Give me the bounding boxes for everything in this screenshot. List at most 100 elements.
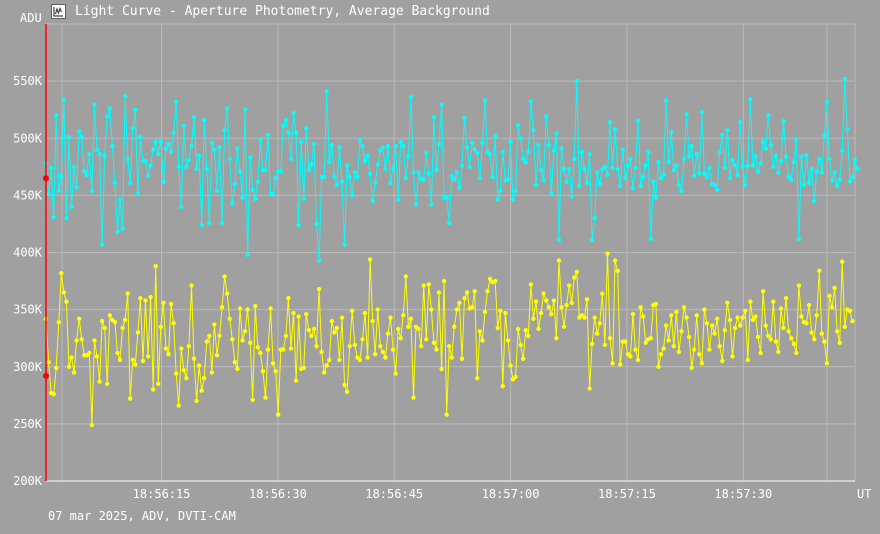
data-point — [475, 150, 480, 156]
data-point — [77, 129, 82, 134]
data-point — [337, 145, 342, 150]
data-point — [291, 110, 296, 116]
data-point — [796, 283, 802, 288]
data-point — [738, 120, 743, 125]
data-point — [250, 397, 255, 403]
data-point — [322, 370, 327, 375]
data-point — [648, 336, 653, 341]
data-point — [628, 354, 633, 359]
data-point — [360, 144, 365, 149]
data-point — [322, 174, 327, 180]
data-point — [459, 163, 465, 168]
data-point — [480, 338, 485, 343]
data-point — [367, 257, 373, 262]
data-point — [393, 144, 398, 149]
data-point — [666, 338, 671, 343]
data-point — [421, 177, 426, 182]
data-point — [143, 158, 148, 164]
data-point — [431, 340, 437, 345]
data-point — [763, 146, 768, 151]
data-point — [383, 355, 388, 360]
data-point — [156, 152, 161, 157]
data-point — [181, 123, 186, 128]
footer-caption: 07 mar 2025, ADV, DVTI-CAM — [48, 509, 236, 523]
data-point — [406, 324, 411, 329]
light-curve-icon[interactable] — [51, 4, 66, 19]
data-point — [46, 192, 51, 197]
data-point — [842, 324, 847, 329]
data-point — [493, 133, 498, 139]
data-point — [533, 182, 539, 188]
data-point — [704, 174, 710, 180]
data-point — [704, 321, 710, 326]
data-point — [255, 345, 260, 350]
data-point — [153, 264, 158, 269]
data-point — [276, 412, 281, 417]
data-point — [115, 350, 120, 356]
data-point — [679, 188, 684, 193]
data-point — [462, 296, 467, 301]
data-point — [628, 156, 633, 161]
data-point — [286, 130, 291, 135]
data-point — [334, 182, 340, 188]
data-point — [253, 304, 258, 309]
data-point — [528, 282, 534, 287]
data-point — [99, 242, 105, 247]
data-point — [306, 328, 312, 333]
data-point — [176, 403, 181, 408]
data-point — [87, 350, 92, 356]
data-point — [171, 321, 176, 326]
data-point — [189, 283, 194, 288]
data-point — [444, 412, 449, 417]
data-point — [166, 352, 171, 357]
data-point — [745, 357, 750, 363]
cursor-group[interactable] — [43, 24, 49, 481]
data-point — [538, 168, 544, 173]
data-point — [355, 174, 360, 180]
data-point — [59, 270, 64, 276]
data-point — [64, 216, 69, 221]
data-point — [689, 365, 694, 371]
data-point — [209, 370, 215, 375]
data-point — [59, 173, 64, 179]
data-point — [771, 164, 776, 169]
data-point — [416, 326, 421, 332]
data-point — [138, 296, 143, 301]
data-point — [781, 118, 786, 124]
data-point — [847, 179, 853, 184]
data-point — [855, 166, 860, 172]
data-point — [722, 165, 727, 171]
series-line — [45, 253, 853, 426]
data-point — [189, 144, 194, 149]
data-point — [158, 139, 163, 144]
data-point — [125, 291, 130, 296]
data-point — [526, 333, 531, 339]
data-point — [549, 190, 554, 196]
data-point — [191, 115, 197, 120]
data-point — [697, 352, 702, 357]
data-point — [380, 349, 386, 355]
data-point — [459, 356, 465, 361]
data-point — [99, 318, 105, 324]
data-point — [589, 237, 595, 243]
data-point — [56, 320, 61, 325]
data-point — [556, 258, 562, 263]
data-point — [362, 310, 368, 316]
data-point — [278, 169, 283, 174]
data-point — [730, 157, 735, 163]
data-point — [163, 146, 169, 151]
data-point — [263, 395, 268, 400]
data-point — [523, 160, 528, 165]
data-point — [441, 278, 447, 284]
data-point — [237, 169, 243, 174]
data-point — [462, 115, 467, 120]
data-point — [641, 174, 646, 180]
data-point — [845, 126, 850, 132]
data-point — [248, 340, 253, 345]
data-point — [679, 329, 684, 334]
data-point — [745, 163, 750, 168]
data-point — [778, 158, 784, 164]
data-point — [799, 314, 804, 319]
data-point — [521, 156, 526, 161]
